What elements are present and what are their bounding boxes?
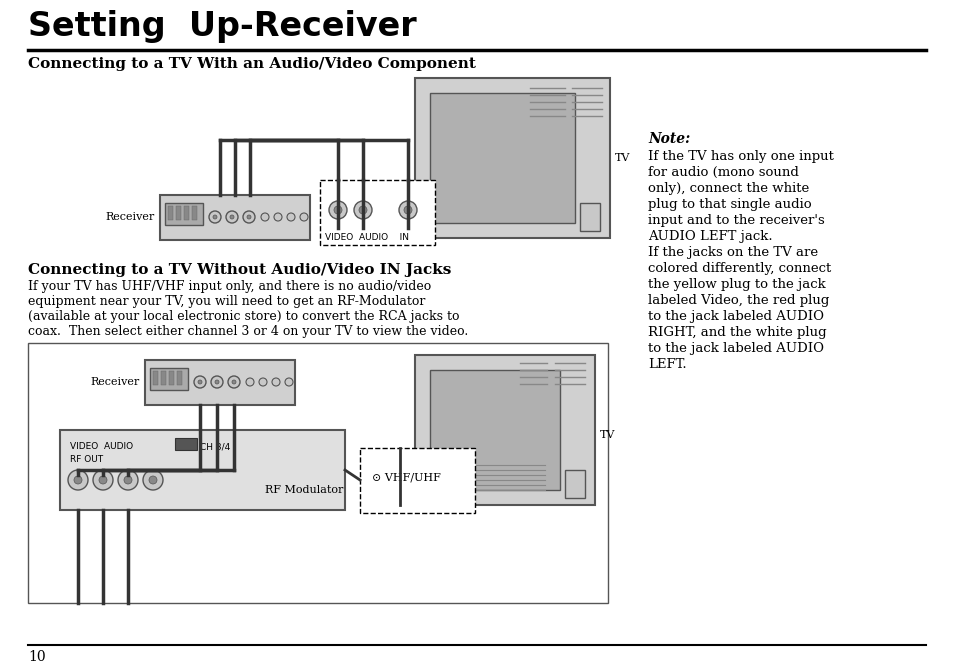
Bar <box>28 343 607 603</box>
Bar <box>160 195 310 240</box>
Circle shape <box>124 476 132 484</box>
Circle shape <box>285 378 293 386</box>
Text: equipment near your TV, you will need to get an RF-Modulator: equipment near your TV, you will need to… <box>28 295 425 308</box>
Circle shape <box>118 470 138 490</box>
Circle shape <box>334 206 341 214</box>
Circle shape <box>398 201 416 219</box>
Text: AUDIO LEFT jack.: AUDIO LEFT jack. <box>647 230 772 243</box>
Text: ⊙ VHF/UHF: ⊙ VHF/UHF <box>372 473 440 483</box>
Circle shape <box>230 215 233 219</box>
Bar <box>150 368 188 390</box>
Text: TV: TV <box>615 153 630 163</box>
Text: only), connect the white: only), connect the white <box>647 182 808 195</box>
Text: coax.  Then select either channel 3 or 4 on your TV to view the video.: coax. Then select either channel 3 or 4 … <box>28 325 468 338</box>
Bar <box>145 360 294 405</box>
Circle shape <box>209 211 221 223</box>
Circle shape <box>99 476 107 484</box>
Text: Connecting to a TV Without Audio/Video IN Jacks: Connecting to a TV Without Audio/Video I… <box>28 263 451 277</box>
Text: If the jacks on the TV are: If the jacks on the TV are <box>647 246 818 259</box>
Circle shape <box>358 206 367 214</box>
Circle shape <box>299 213 308 221</box>
Circle shape <box>272 378 280 386</box>
Text: If the TV has only one input: If the TV has only one input <box>647 150 833 163</box>
Circle shape <box>246 378 253 386</box>
Text: RF OUT: RF OUT <box>70 455 103 464</box>
Circle shape <box>198 380 202 384</box>
Circle shape <box>274 213 282 221</box>
Bar <box>359 448 475 513</box>
Circle shape <box>403 206 412 214</box>
Circle shape <box>228 376 240 388</box>
Circle shape <box>193 376 206 388</box>
Bar <box>319 180 435 245</box>
Circle shape <box>261 213 269 221</box>
Circle shape <box>243 211 254 223</box>
Circle shape <box>226 211 237 223</box>
Text: RF Modulator: RF Modulator <box>265 485 343 495</box>
Text: input and to the receiver's: input and to the receiver's <box>647 214 824 227</box>
Bar <box>430 370 559 490</box>
Circle shape <box>287 213 294 221</box>
Circle shape <box>149 476 157 484</box>
Bar <box>192 206 196 220</box>
Text: Setting  Up-Receiver: Setting Up-Receiver <box>28 10 416 43</box>
Circle shape <box>329 201 347 219</box>
Circle shape <box>92 470 112 490</box>
Text: RIGHT, and the white plug: RIGHT, and the white plug <box>647 326 825 339</box>
Text: to the jack labeled AUDIO: to the jack labeled AUDIO <box>647 310 823 323</box>
Text: Connecting to a TV With an Audio/Video Component: Connecting to a TV With an Audio/Video C… <box>28 57 476 71</box>
Text: TV: TV <box>599 430 615 440</box>
Text: CH 3/4: CH 3/4 <box>200 442 230 451</box>
Text: (available at your local electronic store) to convert the RCA jacks to: (available at your local electronic stor… <box>28 310 459 323</box>
Bar <box>564 470 584 498</box>
Bar <box>161 371 166 385</box>
Circle shape <box>74 476 82 484</box>
Bar <box>165 203 203 225</box>
Circle shape <box>247 215 251 219</box>
Circle shape <box>143 470 163 490</box>
Text: for audio (mono sound: for audio (mono sound <box>647 166 798 179</box>
Bar <box>430 93 575 223</box>
Bar <box>168 206 172 220</box>
Text: to the jack labeled AUDIO: to the jack labeled AUDIO <box>647 342 823 355</box>
Text: the yellow plug to the jack: the yellow plug to the jack <box>647 278 825 291</box>
Circle shape <box>354 201 372 219</box>
Circle shape <box>214 380 219 384</box>
Text: plug to that single audio: plug to that single audio <box>647 198 811 211</box>
Bar <box>579 203 599 231</box>
Bar <box>152 371 158 385</box>
Text: If your TV has UHF/VHF input only, and there is no audio/video: If your TV has UHF/VHF input only, and t… <box>28 280 431 293</box>
Text: colored differently, connect: colored differently, connect <box>647 262 830 275</box>
Text: Receiver: Receiver <box>90 377 139 387</box>
Circle shape <box>213 215 216 219</box>
Bar <box>175 206 181 220</box>
Bar <box>174 438 196 450</box>
Bar <box>169 371 173 385</box>
Text: VIDEO  AUDIO: VIDEO AUDIO <box>70 442 133 451</box>
Bar <box>184 206 189 220</box>
Circle shape <box>258 378 267 386</box>
Circle shape <box>232 380 235 384</box>
Bar <box>415 355 595 505</box>
Bar <box>60 430 345 510</box>
Text: LEFT.: LEFT. <box>647 358 686 371</box>
Text: VIDEO  AUDIO    IN: VIDEO AUDIO IN <box>325 233 409 242</box>
Text: labeled Video, the red plug: labeled Video, the red plug <box>647 294 828 307</box>
Circle shape <box>68 470 88 490</box>
Bar <box>177 371 182 385</box>
Text: Receiver: Receiver <box>105 212 154 222</box>
Circle shape <box>211 376 223 388</box>
Text: Note:: Note: <box>647 132 690 146</box>
Text: 10: 10 <box>28 650 46 664</box>
Bar <box>415 78 609 238</box>
